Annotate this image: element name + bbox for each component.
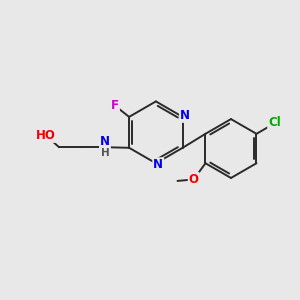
Text: HO: HO	[36, 129, 56, 142]
Text: N: N	[100, 135, 110, 148]
Text: O: O	[189, 173, 199, 186]
Text: Cl: Cl	[268, 116, 281, 129]
Text: H: H	[100, 148, 109, 158]
Text: N: N	[153, 158, 163, 171]
Text: N: N	[180, 109, 190, 122]
Text: F: F	[111, 99, 119, 112]
